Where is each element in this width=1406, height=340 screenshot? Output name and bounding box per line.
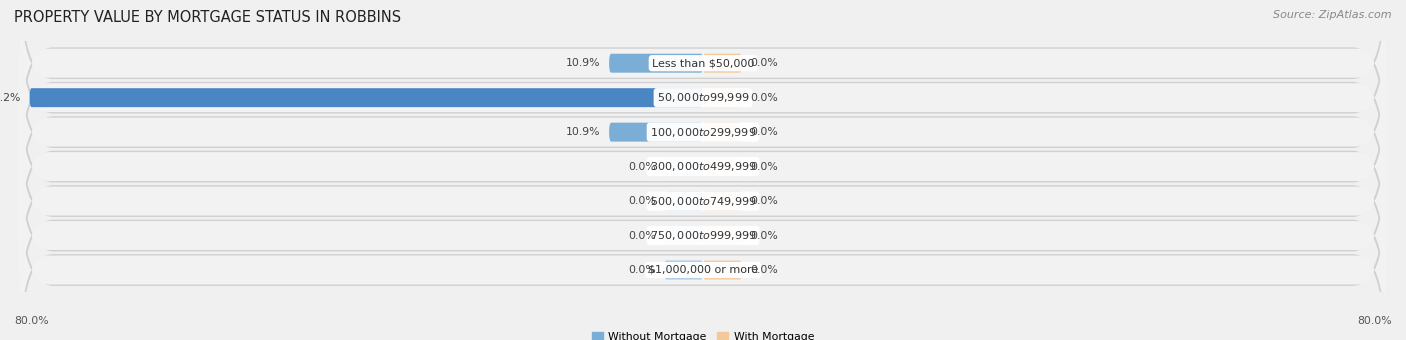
FancyBboxPatch shape <box>18 164 1388 340</box>
Text: $750,000 to $999,999: $750,000 to $999,999 <box>650 229 756 242</box>
Text: 80.0%: 80.0% <box>14 317 49 326</box>
Text: $1,000,000 or more: $1,000,000 or more <box>648 265 758 275</box>
Text: Less than $50,000: Less than $50,000 <box>652 58 754 68</box>
FancyBboxPatch shape <box>18 26 1388 238</box>
FancyBboxPatch shape <box>664 191 703 210</box>
Text: 0.0%: 0.0% <box>751 265 778 275</box>
Text: 0.0%: 0.0% <box>628 231 655 240</box>
FancyBboxPatch shape <box>609 54 703 73</box>
Legend: Without Mortgage, With Mortgage: Without Mortgage, With Mortgage <box>592 332 814 340</box>
FancyBboxPatch shape <box>18 0 1388 169</box>
FancyBboxPatch shape <box>664 157 703 176</box>
FancyBboxPatch shape <box>18 45 1388 289</box>
Text: PROPERTY VALUE BY MORTGAGE STATUS IN ROBBINS: PROPERTY VALUE BY MORTGAGE STATUS IN ROB… <box>14 10 401 25</box>
Text: 10.9%: 10.9% <box>567 58 600 68</box>
FancyBboxPatch shape <box>18 95 1388 307</box>
FancyBboxPatch shape <box>703 123 742 142</box>
Text: 10.9%: 10.9% <box>567 127 600 137</box>
FancyBboxPatch shape <box>18 114 1388 340</box>
FancyBboxPatch shape <box>703 157 742 176</box>
FancyBboxPatch shape <box>609 123 703 142</box>
Text: 0.0%: 0.0% <box>628 162 655 172</box>
Text: 0.0%: 0.0% <box>751 127 778 137</box>
FancyBboxPatch shape <box>703 54 742 73</box>
FancyBboxPatch shape <box>703 260 742 279</box>
FancyBboxPatch shape <box>18 0 1388 204</box>
Text: 0.0%: 0.0% <box>628 265 655 275</box>
Text: 0.0%: 0.0% <box>751 93 778 103</box>
FancyBboxPatch shape <box>18 10 1388 254</box>
Text: $100,000 to $299,999: $100,000 to $299,999 <box>650 126 756 139</box>
FancyBboxPatch shape <box>703 191 742 210</box>
Text: 0.0%: 0.0% <box>751 162 778 172</box>
Text: $50,000 to $99,999: $50,000 to $99,999 <box>657 91 749 104</box>
FancyBboxPatch shape <box>18 0 1388 220</box>
FancyBboxPatch shape <box>18 130 1388 340</box>
FancyBboxPatch shape <box>664 260 703 279</box>
FancyBboxPatch shape <box>18 61 1388 273</box>
FancyBboxPatch shape <box>18 148 1388 340</box>
Text: $500,000 to $749,999: $500,000 to $749,999 <box>650 194 756 207</box>
FancyBboxPatch shape <box>703 88 742 107</box>
FancyBboxPatch shape <box>18 79 1388 323</box>
FancyBboxPatch shape <box>703 226 742 245</box>
Text: $300,000 to $499,999: $300,000 to $499,999 <box>650 160 756 173</box>
Text: 0.0%: 0.0% <box>751 231 778 240</box>
Text: 80.0%: 80.0% <box>1357 317 1392 326</box>
FancyBboxPatch shape <box>18 0 1388 185</box>
Text: 0.0%: 0.0% <box>751 58 778 68</box>
FancyBboxPatch shape <box>30 88 703 107</box>
Text: 0.0%: 0.0% <box>751 196 778 206</box>
Text: 0.0%: 0.0% <box>628 196 655 206</box>
Text: 78.2%: 78.2% <box>0 93 21 103</box>
FancyBboxPatch shape <box>664 226 703 245</box>
Text: Source: ZipAtlas.com: Source: ZipAtlas.com <box>1274 10 1392 20</box>
